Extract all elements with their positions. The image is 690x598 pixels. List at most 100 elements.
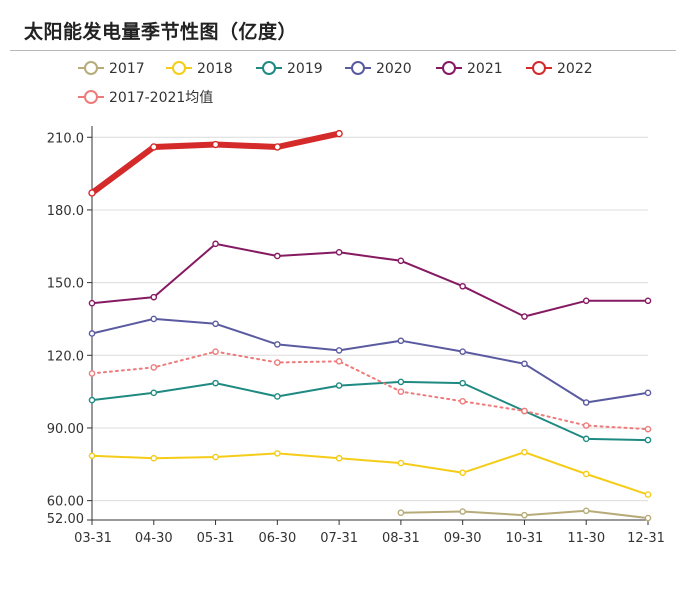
legend-item-2017[interactable]: 2017 — [78, 61, 145, 77]
data-point[interactable] — [644, 514, 652, 522]
data-point[interactable] — [274, 341, 281, 348]
series-2022 — [88, 129, 343, 197]
data-point[interactable] — [521, 407, 528, 415]
data-point[interactable] — [644, 297, 652, 305]
data-point[interactable] — [459, 348, 466, 355]
data-point[interactable] — [459, 469, 466, 477]
data-point[interactable] — [582, 297, 590, 305]
data-point[interactable] — [212, 379, 219, 387]
legend-item-2021[interactable]: 2021 — [436, 61, 503, 77]
data-point[interactable] — [150, 143, 158, 151]
series-line — [91, 317, 649, 404]
legend-circle-swatch — [351, 61, 365, 75]
data-point[interactable] — [212, 320, 219, 328]
data-point[interactable] — [212, 348, 219, 355]
y-tick-label: 52.00 — [47, 512, 84, 527]
data-point[interactable] — [459, 508, 466, 515]
data-point[interactable] — [150, 389, 158, 397]
series-2019 — [88, 378, 652, 444]
data-point[interactable] — [88, 396, 96, 404]
data-point[interactable] — [88, 189, 96, 197]
data-point[interactable] — [582, 470, 590, 478]
data-point[interactable] — [459, 379, 466, 387]
data-point[interactable] — [397, 459, 405, 467]
data-point[interactable] — [397, 378, 405, 386]
x-tick-label: 05-31 — [197, 531, 235, 546]
chart-title: 太阳能发电量季节性图（亿度） — [24, 21, 298, 43]
legend-label: 2018 — [197, 61, 233, 77]
data-point[interactable] — [644, 389, 652, 397]
legend-label: 2020 — [376, 61, 412, 77]
legend-circle-swatch — [84, 90, 98, 104]
data-point[interactable] — [582, 399, 590, 406]
data-point[interactable] — [335, 382, 343, 389]
data-point[interactable] — [335, 358, 343, 365]
data-point[interactable] — [274, 450, 281, 457]
data-point[interactable] — [335, 129, 343, 138]
legend-label: 2017 — [109, 61, 145, 77]
legend-item-2022[interactable]: 2022 — [526, 61, 593, 77]
data-point[interactable] — [212, 240, 219, 248]
y-tick-label: 120.0 — [47, 349, 84, 364]
data-point[interactable] — [582, 422, 590, 429]
data-point[interactable] — [274, 252, 281, 260]
data-point[interactable] — [644, 425, 652, 433]
y-tick-label: 90.00 — [47, 422, 84, 437]
series-2017-2021均值 — [88, 348, 652, 433]
data-point[interactable] — [88, 452, 96, 460]
legend-label: 2021 — [467, 61, 503, 77]
legend-item-2019[interactable]: 2019 — [256, 61, 323, 77]
data-point[interactable] — [459, 282, 466, 290]
y-tick-label: 60.00 — [47, 495, 84, 510]
data-point[interactable] — [582, 435, 590, 443]
series-layer — [88, 129, 652, 522]
y-tick-label: 150.0 — [47, 277, 84, 292]
legend-circle-swatch — [84, 61, 98, 75]
data-point[interactable] — [150, 315, 158, 323]
series-line — [91, 242, 649, 318]
data-point[interactable] — [397, 337, 405, 345]
data-point[interactable] — [644, 491, 652, 498]
legend-item-2020[interactable]: 2020 — [345, 61, 412, 77]
data-point[interactable] — [150, 454, 158, 462]
legend-label: 2022 — [557, 61, 593, 77]
data-point[interactable] — [521, 511, 528, 519]
data-point[interactable] — [582, 507, 590, 515]
data-point[interactable] — [521, 360, 528, 368]
data-point[interactable] — [335, 454, 343, 462]
series-line — [91, 380, 649, 442]
data-point[interactable] — [397, 388, 405, 395]
x-tick-label: 12-31 — [627, 531, 665, 546]
data-point[interactable] — [88, 299, 96, 307]
title-divider — [10, 50, 676, 51]
data-point[interactable] — [211, 140, 220, 149]
data-point[interactable] — [273, 143, 282, 151]
data-point[interactable] — [335, 249, 343, 256]
data-point[interactable] — [88, 330, 96, 337]
data-point[interactable] — [397, 509, 405, 517]
data-point[interactable] — [397, 257, 405, 265]
data-point[interactable] — [212, 453, 219, 461]
axis-layer: 52.00 60.00 90.00 120.0 150.0 180.0 210.0 03-31… — [47, 126, 665, 546]
x-tick-label: 11-30 — [567, 531, 605, 546]
legend-item-2017-2021均值[interactable]: 2017-2021均值 — [78, 90, 213, 106]
data-point[interactable] — [521, 448, 528, 456]
legend-item-2018[interactable]: 2018 — [166, 61, 233, 77]
y-tick-label: 210.0 — [47, 131, 84, 146]
data-point[interactable] — [459, 398, 466, 405]
data-point[interactable] — [150, 364, 158, 371]
data-point[interactable] — [274, 359, 281, 366]
data-point[interactable] — [150, 293, 158, 301]
data-point[interactable] — [521, 313, 528, 320]
legend-circle-swatch — [172, 61, 186, 75]
data-point[interactable] — [335, 347, 343, 354]
data-point[interactable] — [88, 370, 96, 377]
data-point[interactable] — [274, 393, 281, 400]
series-2018 — [88, 448, 652, 498]
x-tick-label: 10-31 — [506, 531, 544, 546]
grid-layer — [92, 136, 648, 502]
legend-layer: 2017 2018 2019 2020 2021 2022 2017-2021均值 — [78, 61, 593, 106]
data-point[interactable] — [644, 436, 652, 444]
x-tick-label: 03-31 — [74, 531, 112, 546]
